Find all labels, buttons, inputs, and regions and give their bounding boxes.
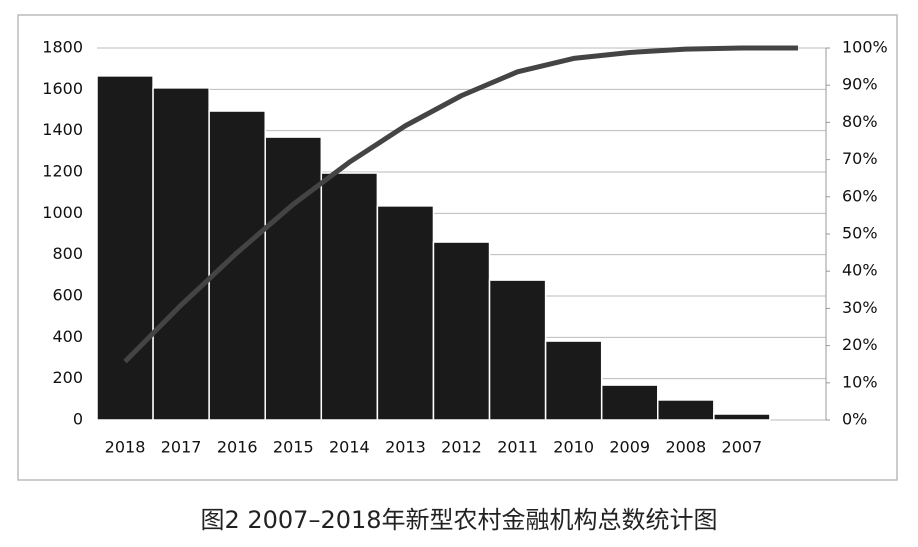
bar (96, 75, 154, 421)
bar (600, 384, 659, 421)
y2-tick-label: 60% (842, 186, 878, 205)
x-tick-label: 2010 (553, 438, 594, 457)
x-tick-label: 2013 (385, 438, 426, 457)
y2-tick-label: 40% (842, 261, 878, 280)
y-tick-label: 1600 (42, 79, 83, 98)
y-tick-label: 1800 (42, 38, 83, 57)
x-tick-label: 2018 (105, 438, 146, 457)
y2-tick-label: 70% (842, 149, 878, 168)
y-tick-label: 400 (52, 327, 83, 346)
y-tick-label: 1000 (42, 203, 83, 222)
x-tick-label: 2016 (217, 438, 258, 457)
y2-tick-label: 30% (842, 298, 878, 317)
y2-tick-label: 0% (842, 410, 867, 429)
bar (657, 399, 715, 421)
chart-caption: 图2 2007–2018年新型农村金融机构总数统计图 (200, 506, 717, 534)
y-tick-label: 600 (52, 286, 83, 305)
bar (544, 340, 603, 421)
x-tick-label: 2007 (722, 438, 763, 457)
chart-border (17, 14, 898, 481)
x-tick-label: 2017 (161, 438, 202, 457)
x-tick-label: 2011 (497, 438, 538, 457)
x-tick-label: 2015 (273, 438, 314, 457)
y2-tick-label: 10% (842, 372, 878, 391)
y2-tick-label: 50% (842, 224, 878, 243)
bar (208, 110, 266, 421)
bar (432, 241, 491, 421)
bar (376, 205, 435, 421)
bar (713, 413, 771, 421)
y2-tick-label: 90% (842, 75, 878, 94)
x-tick-label: 2012 (441, 438, 482, 457)
y2-tick-label: 80% (842, 112, 878, 131)
bar (152, 87, 210, 421)
cumulative-line (123, 45, 798, 364)
y-tick-label: 1200 (42, 162, 83, 181)
x-tick-label: 2009 (609, 438, 650, 457)
x-tick-label: 2014 (329, 438, 370, 457)
x-tick-label: 2008 (665, 438, 706, 457)
y-tick-label: 1400 (42, 120, 83, 139)
y-tick-label: 800 (52, 244, 83, 263)
bar (320, 172, 379, 421)
y2-tick-label: 100% (842, 38, 888, 57)
bar (264, 136, 323, 421)
bar (488, 279, 547, 421)
y-tick-label: 0 (73, 410, 83, 429)
y2-tick-label: 20% (842, 335, 878, 354)
y-tick-label: 200 (52, 368, 83, 387)
